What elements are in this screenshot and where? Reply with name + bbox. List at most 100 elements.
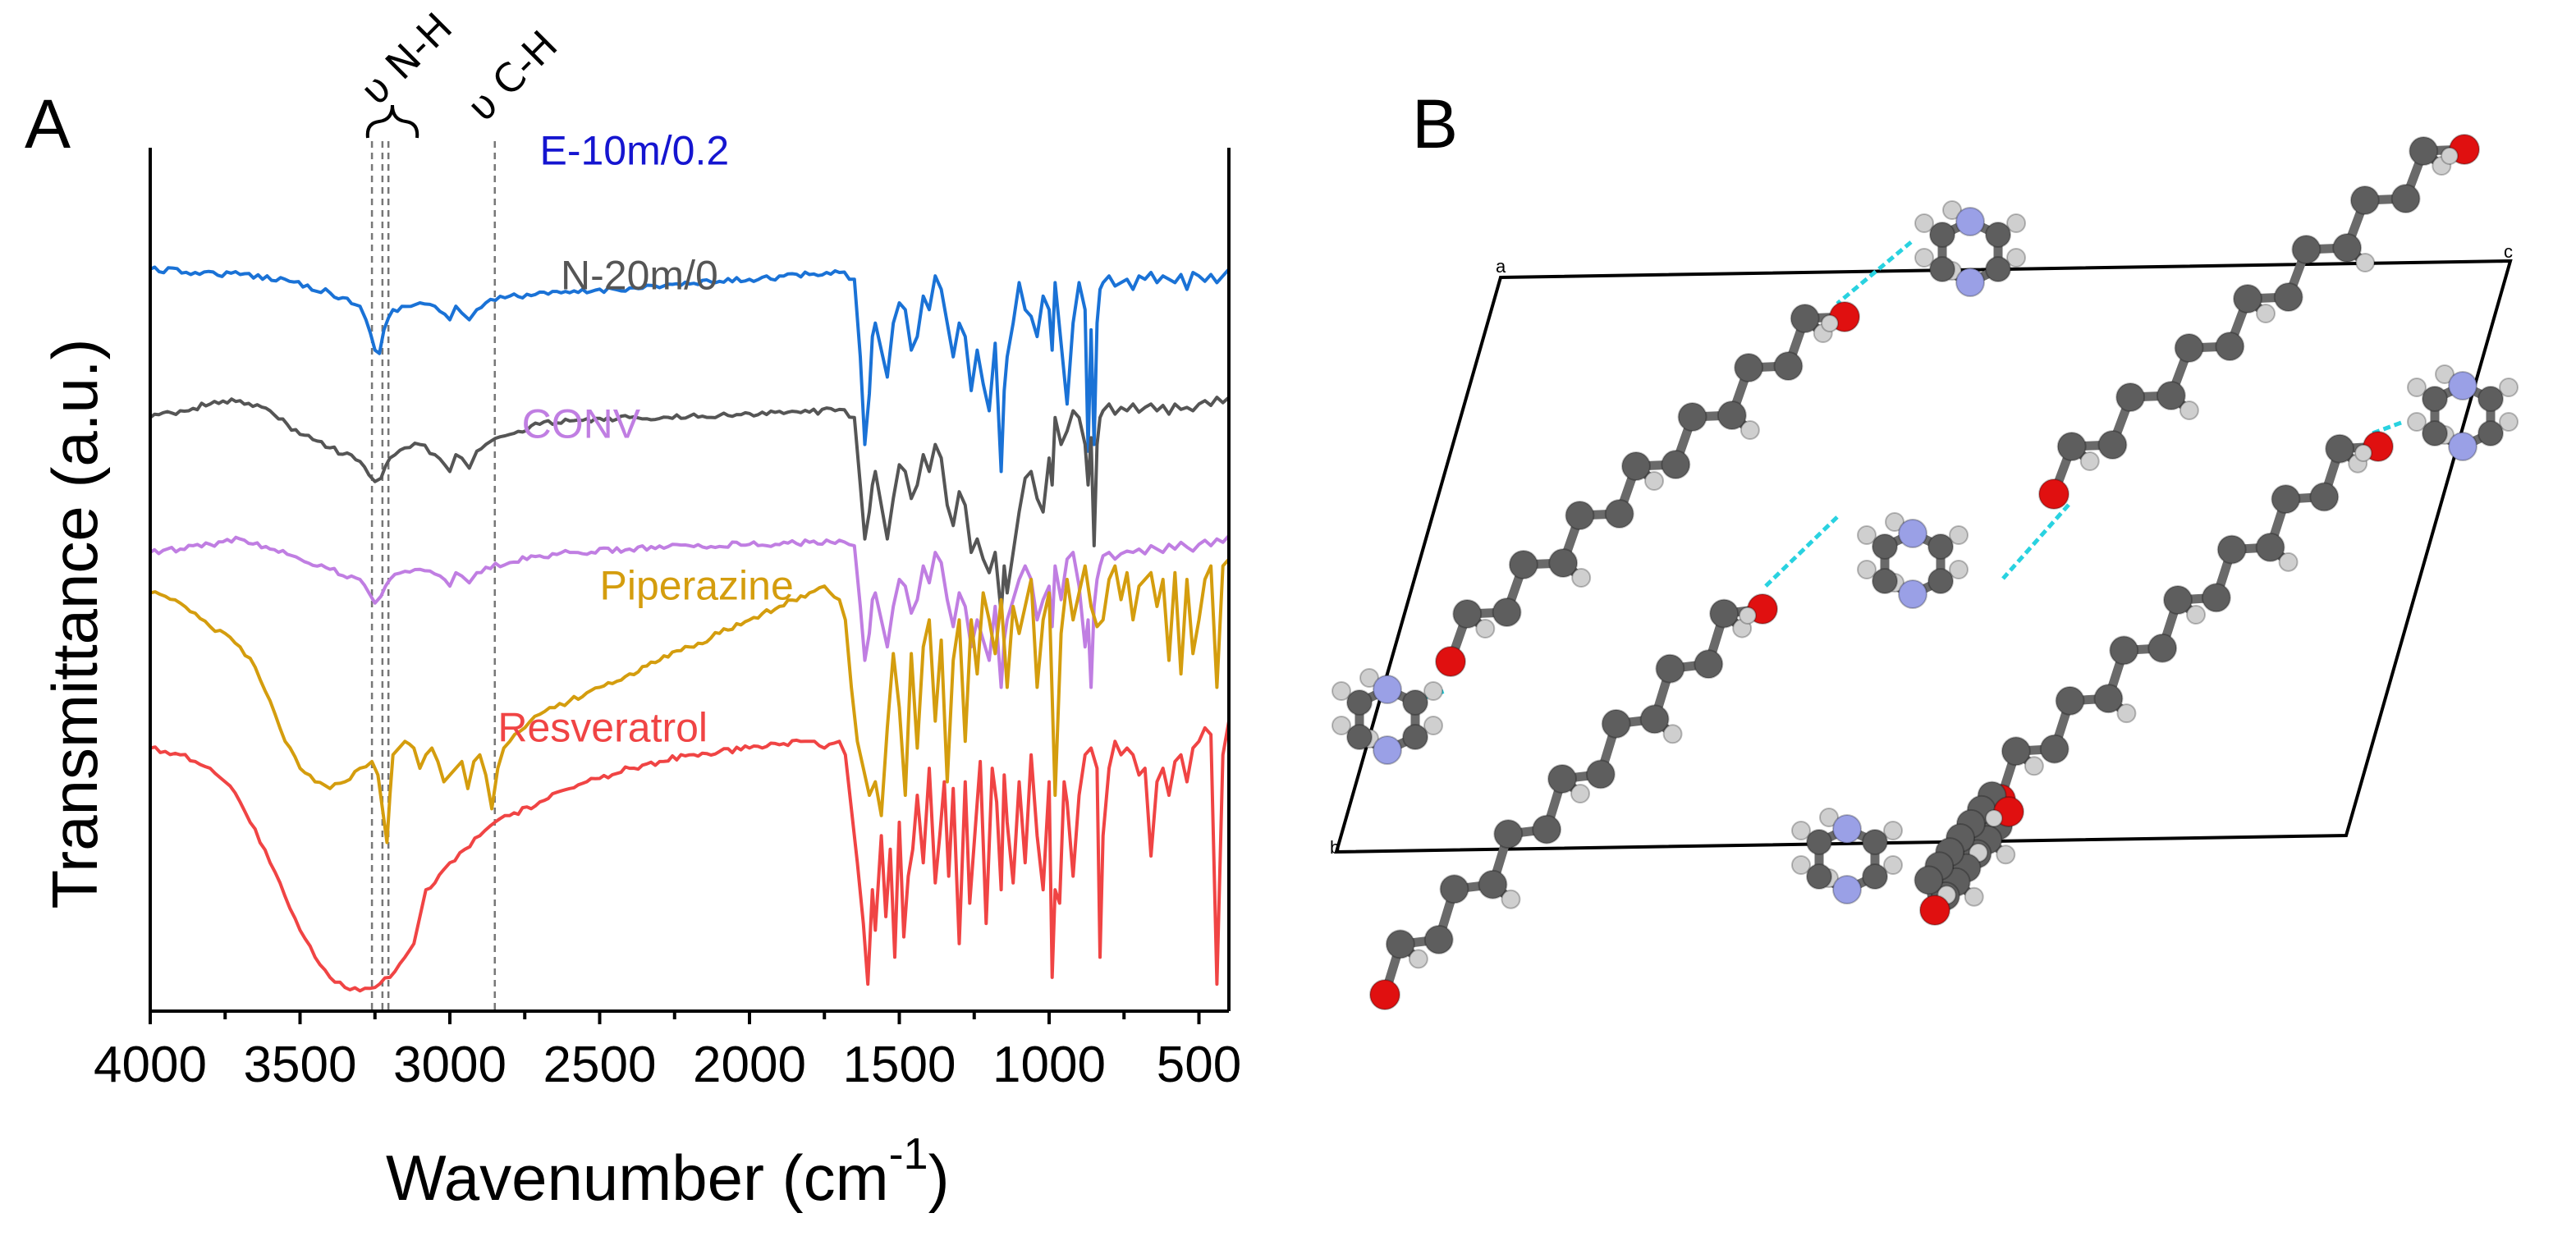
hydrogen-atom <box>2186 605 2206 625</box>
carbon-atom <box>1709 598 1739 629</box>
carbon-atom <box>1872 568 1898 594</box>
carbon-atom <box>1547 764 1577 794</box>
nitrogen-atom <box>1898 579 1927 609</box>
panel-label-b: B <box>1412 85 1458 163</box>
hydrogen-atom <box>1644 471 1664 491</box>
hydrogen-atom <box>1423 681 1443 701</box>
hydrogen-atom <box>2006 248 2026 268</box>
series-line-e-10m-0-2 <box>149 265 1231 474</box>
hydrogen-atom <box>1996 845 2016 865</box>
carbon-atom <box>1717 401 1747 430</box>
hydrogen-atom <box>2256 304 2276 323</box>
carbon-atom <box>1565 501 1595 530</box>
hydrogen-atom <box>2407 412 2427 432</box>
series-label-resveratrol: Resveratrol <box>497 704 708 750</box>
carbon-atom <box>1694 649 1724 680</box>
carbon-atom <box>2056 432 2087 461</box>
hydrogen-atom <box>1857 560 1877 579</box>
x-tick-label: 1000 <box>992 1037 1106 1093</box>
hydrogen-atom <box>1949 525 1969 545</box>
series-line-conv <box>149 534 1231 689</box>
hydrogen-atom <box>2079 451 2100 471</box>
carbon-atom <box>1346 689 1373 716</box>
hydrogen-atom <box>1985 809 2003 827</box>
hydrogen-atom <box>2024 756 2044 776</box>
carbon-atom <box>1385 929 1415 959</box>
carbon-atom <box>1508 550 1538 579</box>
hydrogen-atom <box>2499 412 2519 432</box>
hydrogen-atom <box>1942 200 1962 220</box>
carbon-atom <box>2309 482 2340 512</box>
hydrogen-atom <box>1857 525 1877 545</box>
hydrogen-atom <box>1423 716 1443 735</box>
series-label-conv: CONV <box>522 401 641 446</box>
carbon-atom <box>2273 282 2303 312</box>
crystal-structure: a c b <box>1330 134 2519 1010</box>
carbon-atom <box>1621 451 1651 481</box>
carbon-atom <box>1601 708 1631 739</box>
x-ticks: 4000 3500 3000 2500 2000 1500 1000 500 <box>94 1011 1241 1093</box>
nitrogen-atom <box>1898 519 1927 548</box>
series-label-e-10m-0-2: E-10m/0.2 <box>540 128 730 174</box>
panel-label-a: A <box>25 85 71 163</box>
hydrogen-atom <box>1791 855 1811 875</box>
h-bond <box>1836 240 1913 305</box>
hydrogen-atom <box>1739 607 1757 625</box>
carbon-atom <box>1927 568 1954 594</box>
carbon-atom <box>2325 433 2355 464</box>
carbon-atom <box>2390 184 2421 213</box>
hydrogen-atom <box>1914 248 1934 268</box>
carbon-atom <box>2147 633 2178 663</box>
carbon-atom <box>2055 685 2085 716</box>
hydrogen-atom <box>1964 886 1984 907</box>
carbon-atom <box>1452 599 1483 629</box>
carbon-atom <box>1548 548 1579 578</box>
carbon-atom <box>2201 583 2231 613</box>
hydrogen-atom <box>2407 378 2427 397</box>
carbon-atom <box>1790 304 1820 333</box>
hydrogen-atom <box>1791 821 1811 840</box>
hydrogen-atom <box>1883 855 1903 875</box>
carbon-atom <box>1734 353 1764 382</box>
carbon-atom <box>2233 284 2262 314</box>
hydrogen-atom <box>2499 378 2519 397</box>
carbon-atom <box>1439 874 1469 904</box>
oxygen-atom <box>1435 646 1466 677</box>
carbon-atom <box>1402 724 1428 750</box>
x-tick-label: 3000 <box>393 1037 506 1093</box>
series-line-resveratrol <box>149 721 1231 993</box>
x-axis-title-main: Wavenumber (cm <box>386 1142 889 1214</box>
carbon-atom <box>2349 185 2380 215</box>
hydrogen-atom <box>1739 420 1760 440</box>
carbon-atom <box>1927 533 1954 560</box>
hydrogen-atom <box>1475 619 1496 639</box>
hydrogen-atom <box>1408 949 1428 969</box>
x-axis-title-sup: -1 <box>889 1129 928 1179</box>
carbon-atom <box>2163 585 2193 615</box>
carbon-atom <box>2156 381 2186 410</box>
reference-lines <box>370 141 496 1011</box>
x-tick-label: 500 <box>1157 1037 1241 1093</box>
unit-cell <box>1334 259 2513 854</box>
x-tick-label: 1500 <box>843 1037 956 1093</box>
nitrogen-atom <box>1955 207 1985 236</box>
carbon-atom <box>1493 819 1524 849</box>
carbon-atom <box>2255 532 2285 562</box>
carbon-atom <box>1677 402 1707 432</box>
h-bond <box>2372 420 2402 436</box>
carbon-atom <box>1929 222 1955 248</box>
carbon-atom <box>2115 382 2146 412</box>
carbon-atom <box>2477 420 2504 446</box>
hydrogen-atom <box>2354 444 2372 462</box>
nitrogen-atom <box>1373 675 1402 704</box>
carbon-atom <box>1402 689 1428 716</box>
carbon-atom <box>1585 759 1616 790</box>
h-bond <box>1763 515 1839 588</box>
y-axis-title: Transmittance (a.u.) <box>39 339 111 909</box>
hydrogen-atom <box>1501 889 1521 909</box>
hydrogen-atom <box>1570 784 1590 803</box>
series-layer <box>149 265 1231 993</box>
oxygen-atom <box>1369 979 1400 1010</box>
cell-label-b: b <box>1330 837 1340 858</box>
carbon-atom <box>2174 333 2204 363</box>
